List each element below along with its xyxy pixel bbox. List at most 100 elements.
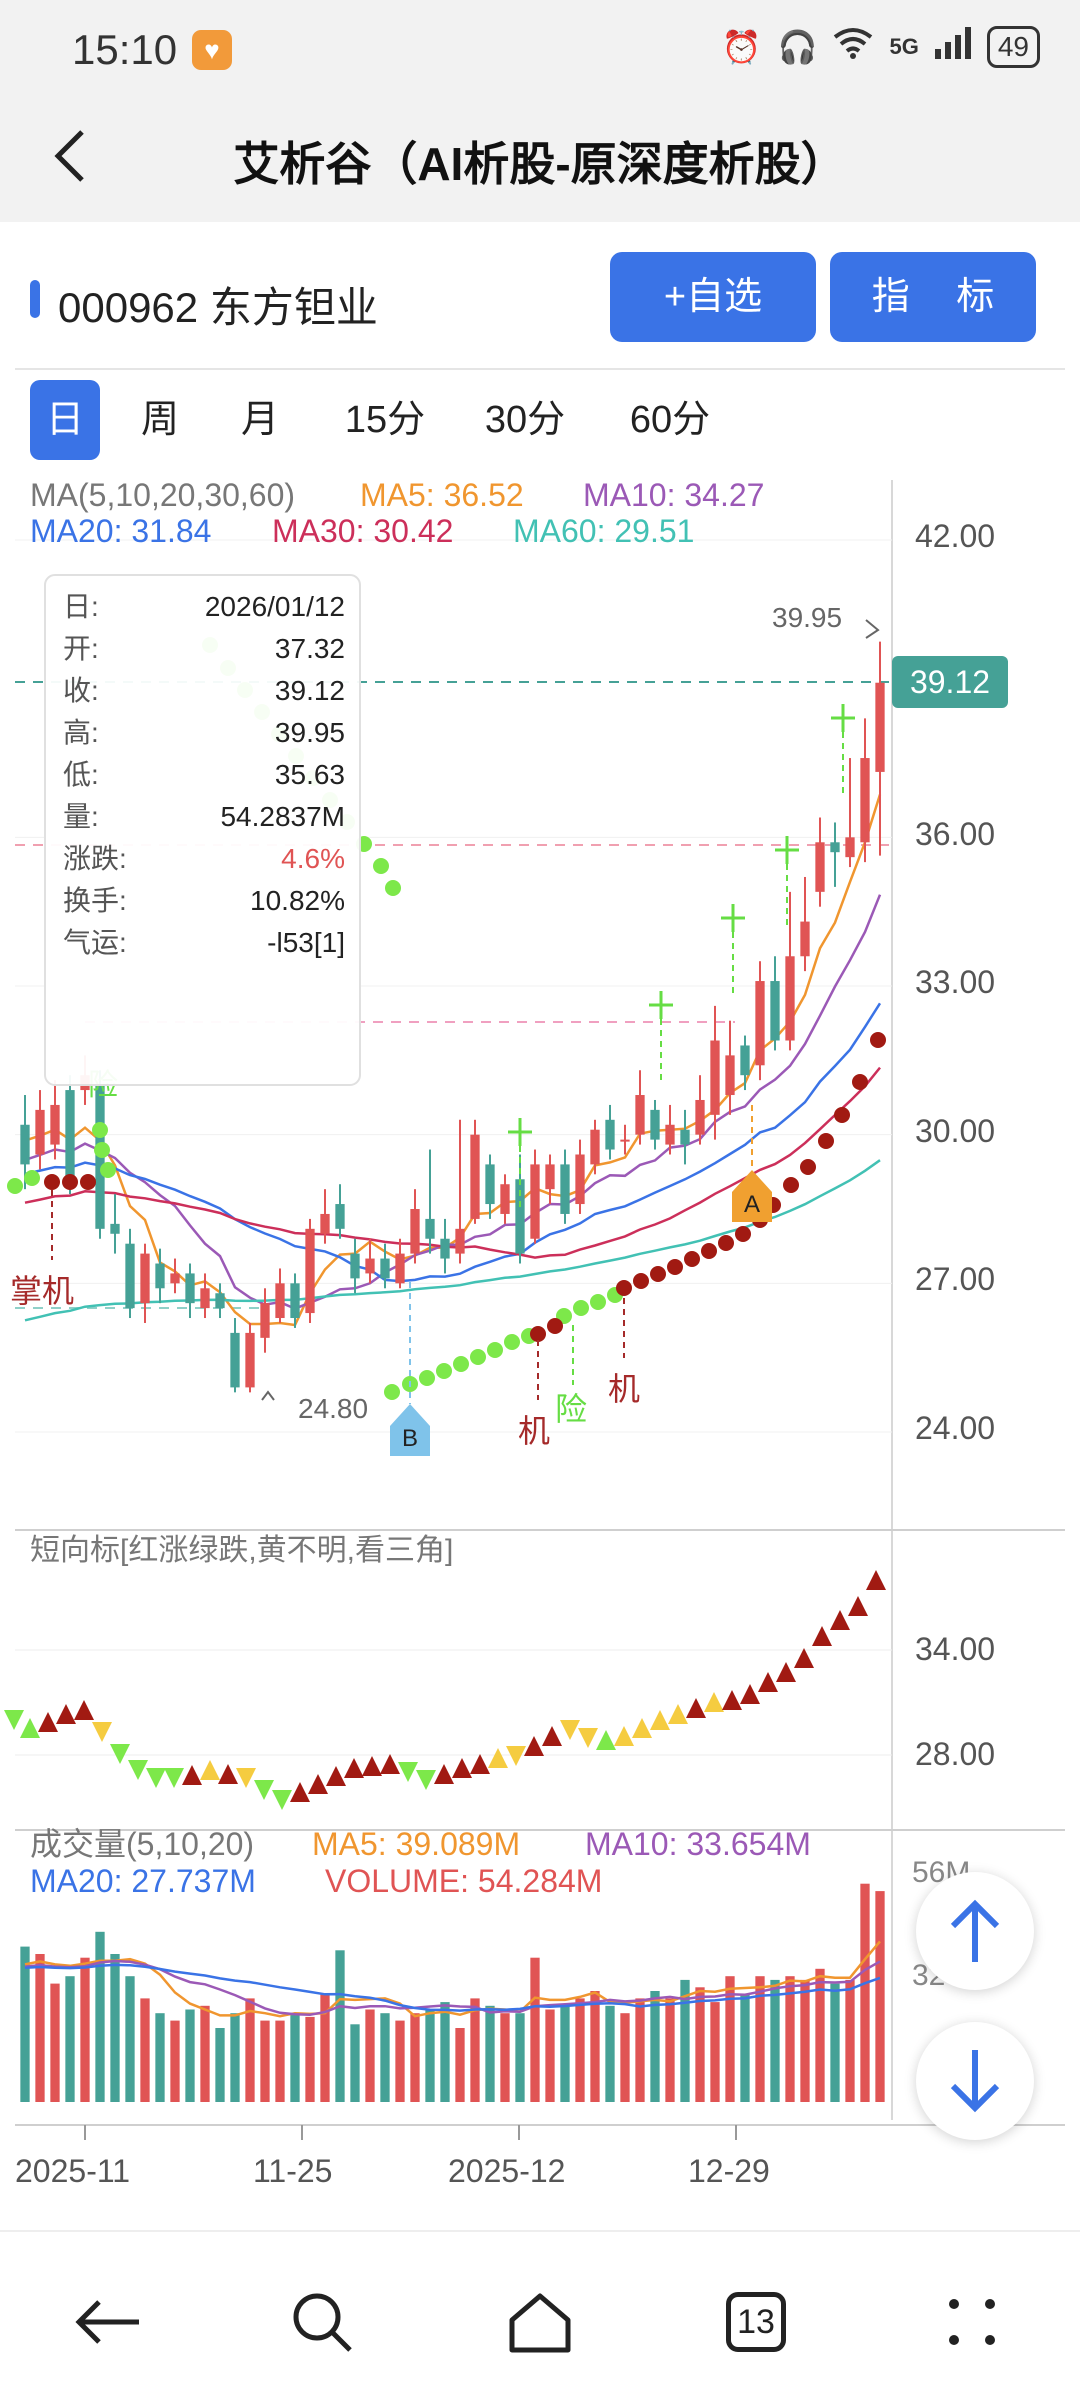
red-trend-dot [735,1226,751,1242]
candle-body [860,758,870,843]
yellow-triangle [614,1726,634,1746]
candle-body [485,1164,495,1205]
volume-bar [320,1994,330,2102]
red-triangle [362,1756,382,1776]
scroll-down-button[interactable] [916,2022,1034,2140]
network-type: 5G [889,34,919,59]
green-trend-dot [453,1356,469,1372]
browser-back-button[interactable] [58,2272,158,2372]
volume-bar [335,1950,345,2102]
stock-chart[interactable]: MA(5,10,20,30,60) MA5: 36.52 MA10: 34.27… [0,470,1080,2190]
info-label: 高: [63,717,99,748]
info-label: 涨跌: [63,843,127,874]
status-time: 15:10 [72,26,178,73]
indicator-button[interactable]: 指 标 [830,252,1036,342]
volume-value-legend: VOLUME: 54.284M [325,1863,602,1899]
red-triangle [56,1704,76,1724]
green-trend-dot [100,1162,116,1178]
candle-body [665,1124,675,1145]
red-triangle [326,1766,346,1786]
candle-body [710,1040,720,1115]
back-button[interactable] [30,116,110,196]
scroll-up-button[interactable] [916,1872,1034,1990]
volume-bar [350,2024,360,2102]
volume-bar [425,2009,435,2102]
volume-bar [680,1979,690,2102]
more-menu-button[interactable] [922,2272,1022,2372]
volume-bar [530,1957,540,2102]
max-price-label: 39.95 [772,602,842,633]
volume-bar [650,1991,660,2102]
short-axis-label: 28.00 [915,1736,995,1772]
volume-bar [65,1976,75,2102]
red-trend-dot [800,1159,816,1175]
info-value: 4.6% [281,843,345,874]
green-trend-dot [373,858,389,874]
yellow-triangle [668,1704,688,1724]
candle-body [140,1253,150,1304]
tab-week[interactable]: 周 [140,399,179,441]
x-axis-label: 2025-11 [15,2153,130,2189]
candle-body [560,1164,570,1214]
candle-body [845,837,855,858]
volume-ma10-line [24,1959,881,2016]
signal-a-badge [732,1170,772,1222]
signal-a-label: A [744,1191,760,1218]
candle-body [200,1288,210,1309]
tab-60min[interactable]: 60分 [629,399,711,441]
tab-30min[interactable]: 30分 [484,399,566,441]
yellow-triangle [236,1768,256,1788]
green-trend-dot [384,1384,400,1400]
red-triangle [308,1774,328,1794]
stock-name: 000962 东方钽业 [58,284,378,331]
signal-ji-label: 机 [608,1371,640,1407]
candle-body [575,1154,585,1205]
volume-bar [20,1946,30,2102]
candle-body [455,1228,465,1254]
candlesticks [20,641,885,1393]
info-label: 开: [63,633,99,664]
red-triangle [290,1782,310,1802]
volume-bar [860,1883,870,2102]
green-trend-dot [487,1342,503,1358]
candle-body [20,1124,30,1165]
candle-body [440,1238,450,1259]
red-triangle [470,1754,490,1774]
candle-body [395,1253,405,1284]
chevron-left-icon [54,130,84,182]
volume-bar [290,2013,300,2102]
yellow-triangle [650,1710,670,1730]
volume-bar [215,2028,225,2102]
search-button[interactable] [272,2272,372,2372]
red-trend-dot [684,1251,700,1267]
volume-bars [20,1883,885,2102]
max-arrow-icon [865,619,880,639]
volume-bar [755,1976,765,2102]
status-bar: 15:10 ♥ ⏰ 🎧 5G 49 [0,0,1080,92]
volume-bar [35,1954,45,2102]
arrow-down-icon [950,2050,1000,2113]
green-triangle [596,1730,616,1750]
candle-body [290,1283,300,1319]
home-button[interactable] [490,2272,590,2372]
current-price-value: 39.12 [910,664,990,700]
volume-bar [815,1968,825,2102]
add-watchlist-button[interactable]: +自选 [610,252,816,342]
volume-bar [470,1998,480,2102]
volume-bar [770,1979,780,2102]
red-trend-dot [633,1273,649,1289]
info-label: 换手: [63,885,127,916]
red-triangle [866,1570,886,1590]
info-value: 39.12 [275,675,345,706]
volume-bar [800,1979,810,2102]
tabs-button[interactable]: 13 [706,2272,806,2372]
red-trend-dot [650,1266,666,1282]
volume-bar [830,1983,840,2102]
tab-15min[interactable]: 15分 [344,399,426,441]
green-triangle [254,1780,274,1800]
tab-day[interactable]: 日 [30,380,100,460]
red-trend-dot [783,1177,799,1193]
signal-icon [934,27,971,67]
tab-month[interactable]: 月 [240,399,279,441]
green-triangle [164,1768,184,1788]
